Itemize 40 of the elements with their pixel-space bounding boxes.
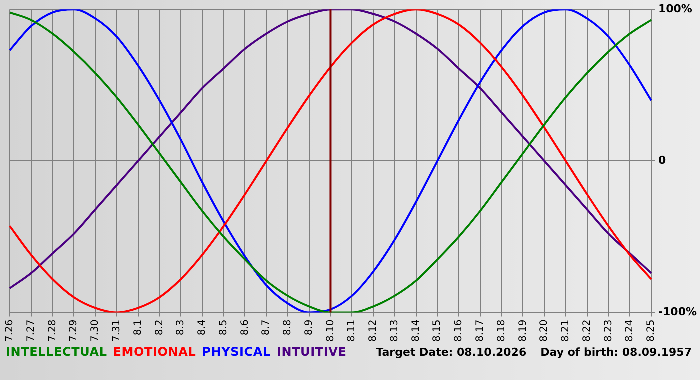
x-tick-label: 8.9: [304, 320, 315, 336]
y-tick-label: -100%: [658, 306, 698, 319]
x-tick-label: 8.19: [518, 320, 529, 342]
x-tick-label: 8.7: [261, 320, 272, 336]
text: INTELLECTUAL: [6, 345, 108, 359]
x-tick-label: 8.16: [454, 320, 465, 342]
text: Target Date: 08.10.2026: [376, 346, 527, 358]
text: Day of birth: 08.09.1957: [540, 346, 692, 358]
x-tick-label: 8.21: [560, 320, 572, 342]
x-tick-label: 8.22: [582, 320, 593, 342]
x-tick-label: 8.4: [197, 320, 208, 336]
x-tick-label: 8.3: [176, 320, 187, 336]
x-tick-label: 7.31: [112, 320, 122, 342]
x-tick-label: 7.30: [90, 320, 102, 342]
x-tick-label: 8.23: [603, 320, 614, 342]
x-tick-label: 8.20: [539, 320, 550, 342]
text: EMOTIONAL: [113, 345, 196, 359]
x-tick-label: 7.29: [68, 320, 80, 342]
y-tick-label: 0: [658, 154, 666, 168]
x-tick-label: 8.25: [646, 320, 658, 342]
y-tick-label: 100%: [658, 2, 692, 16]
x-tick-label: 7.28: [47, 320, 58, 342]
x-tick-label: 8.8: [282, 320, 294, 336]
x-tick-label: 8.6: [240, 320, 251, 336]
x-tick-label: 8.14: [410, 320, 422, 342]
x-tick-label: 8.24: [624, 320, 636, 342]
x-tick-label: 8.1: [132, 320, 144, 336]
x-tick-label: 8.15: [432, 320, 444, 342]
x-tick-label: 8.17: [474, 320, 486, 342]
x-tick-label: 8.10: [325, 320, 336, 342]
text: INTUITIVE: [276, 345, 347, 359]
x-tick-label: 8.2: [154, 320, 166, 336]
x-tick-label: 7.27: [26, 320, 37, 342]
x-tick-label: 8.18: [496, 320, 508, 342]
text: PHYSICAL: [202, 345, 271, 359]
x-tick-label: 8.12: [368, 320, 380, 342]
x-tick-label: 8.5: [218, 320, 230, 336]
x-tick-label: 8.13: [389, 320, 400, 342]
x-tick-label: 8.11: [346, 320, 358, 342]
x-tick-label: 7.26: [4, 320, 16, 342]
